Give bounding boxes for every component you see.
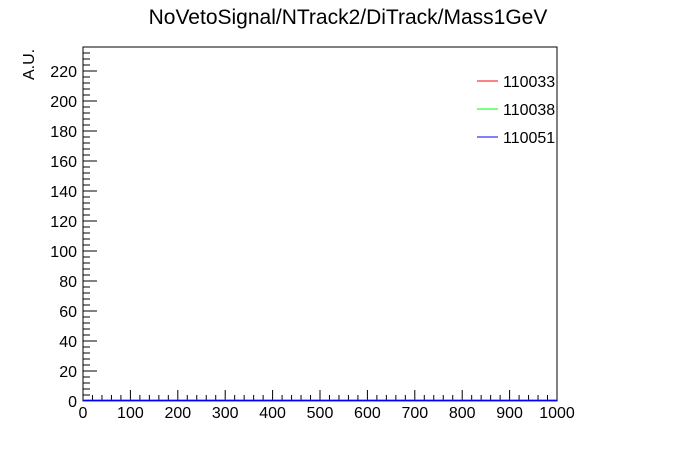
y-tick-label: 20: [59, 364, 77, 381]
y-tick-label: 180: [50, 124, 77, 141]
x-tick-label: 200: [164, 405, 191, 422]
y-axis: 0 20 40 60 80 100 120 140 160 180 200 220: [50, 46, 97, 411]
y-tick-label: 80: [59, 274, 77, 291]
x-axis: 0 100 200 300 400 500 600 700 800 900 1000: [79, 390, 575, 422]
legend-label-110033: 110033: [503, 74, 555, 91]
x-tick-label: 100: [117, 405, 144, 422]
chart-title: NoVetoSignal/NTrack2/DiTrack/Mass1GeV: [149, 6, 548, 29]
y-tick-label: 120: [50, 214, 77, 231]
x-tick-label: 400: [259, 405, 286, 422]
x-tick-label: 700: [401, 405, 428, 422]
y-tick-label: 140: [50, 184, 77, 201]
y-tick-label: 160: [50, 154, 77, 171]
x-tick-label: 600: [354, 405, 381, 422]
x-tick-label: 800: [449, 405, 476, 422]
legend-label-110038: 110038: [503, 102, 555, 119]
x-tick-label: 300: [212, 405, 239, 422]
y-tick-label: 100: [50, 244, 77, 261]
x-tick-label: 0: [79, 405, 88, 422]
x-tick-label: 500: [307, 405, 334, 422]
y-tick-label: 220: [50, 64, 77, 81]
plot-frame: [82, 46, 558, 402]
y-tick-label: 60: [59, 304, 77, 321]
y-tick-label: 40: [59, 334, 77, 351]
legend: 110033 110038 110051: [477, 74, 555, 147]
y-tick-label: 200: [50, 94, 77, 111]
x-tick-label: 1000: [539, 405, 575, 422]
y-axis-label: A.U.: [21, 49, 38, 80]
y-tick-label: 0: [68, 394, 77, 411]
legend-label-110051: 110051: [503, 130, 555, 147]
x-tick-label: 900: [496, 405, 523, 422]
